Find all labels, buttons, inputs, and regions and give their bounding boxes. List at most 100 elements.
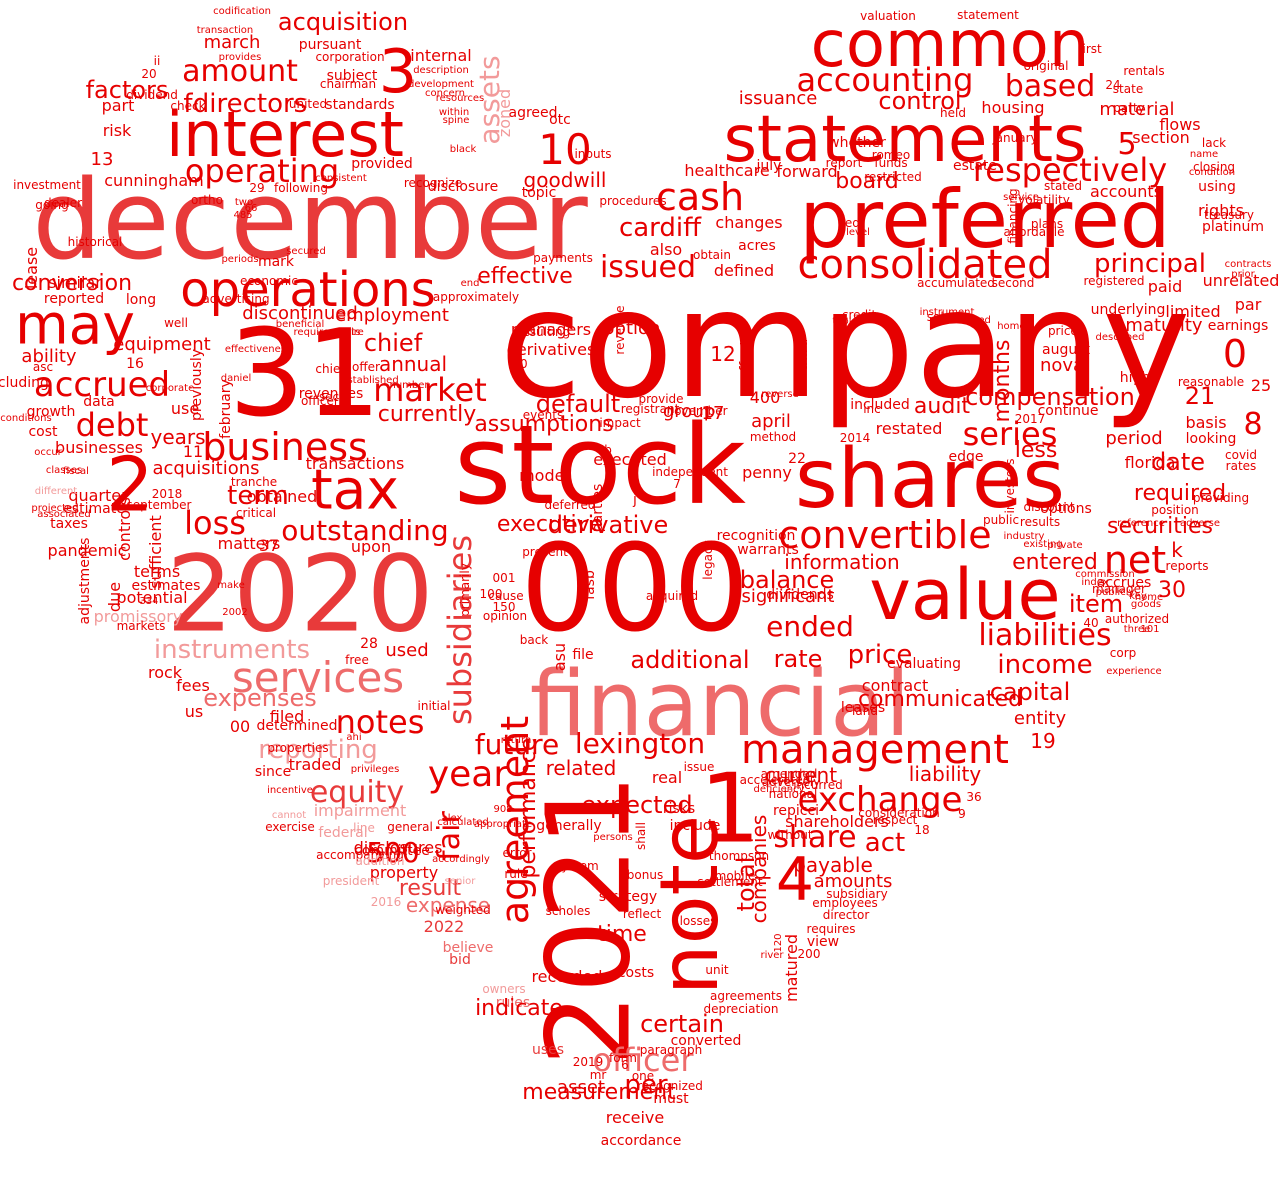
word-cloud-word: 29 — [249, 181, 265, 195]
word-cloud-word: mr — [589, 1068, 607, 1082]
word-cloud-word: months — [990, 339, 1015, 423]
word-cloud-word: return — [500, 735, 532, 746]
word-cloud-word: strategy — [598, 889, 658, 905]
word-cloud-word: mobile — [714, 869, 756, 883]
word-cloud-word: experience — [1106, 666, 1162, 677]
word-cloud-word: 2020 — [166, 533, 434, 656]
word-cloud-word: required — [1133, 481, 1227, 506]
word-cloud-word: depreciation — [703, 1002, 779, 1016]
word-cloud-word: table — [832, 316, 858, 327]
word-cloud-word: estate — [952, 158, 998, 174]
word-cloud-word: directors — [192, 89, 308, 119]
word-cloud-word: receive — [605, 1108, 665, 1127]
word-cloud-word: entered — [1012, 550, 1098, 575]
word-cloud-word: continue — [1037, 403, 1099, 419]
word-cloud-word: interest — [166, 98, 404, 171]
word-cloud-word: deferred — [544, 498, 596, 512]
word-cloud-word: instruments — [153, 635, 311, 665]
word-cloud-word: providing — [1192, 491, 1250, 505]
word-cloud-word: 12 — [710, 342, 736, 366]
word-cloud-word: penny — [742, 463, 792, 482]
word-cloud-word: 25 — [1250, 376, 1272, 395]
word-cloud-word: affordable — [1003, 225, 1065, 239]
word-cloud-word: within — [438, 107, 470, 118]
word-cloud-word: going — [35, 198, 69, 212]
word-cloud-word: july — [756, 158, 782, 174]
word-cloud-word: including — [0, 375, 49, 391]
word-cloud-word: reasonable — [1177, 375, 1245, 389]
word-cloud-word: capital — [989, 678, 1071, 706]
word-cloud-word: historical — [67, 235, 123, 249]
word-cloud-word: paid — [1147, 277, 1183, 296]
word-cloud-word: amount — [182, 54, 298, 89]
word-cloud-word: rate — [773, 645, 823, 673]
word-cloud-word: owners — [482, 982, 526, 996]
word-cloud-word: black — [449, 144, 477, 155]
word-cloud-word: payments — [533, 251, 593, 265]
word-cloud-word: 31 — [228, 305, 382, 444]
word-cloud-word: expense — [405, 893, 491, 917]
word-cloud-word: concern — [425, 88, 465, 99]
word-cloud-word: issuance — [738, 88, 818, 109]
word-cloud-word: derivatives — [506, 340, 596, 359]
word-cloud-word: index — [1081, 577, 1109, 588]
word-cloud-word: changes — [715, 213, 783, 232]
word-cloud-word: dealer — [43, 196, 83, 210]
word-cloud-word: projected — [31, 503, 79, 514]
word-cloud-word: losses — [679, 914, 717, 928]
word-cloud-word: used — [385, 640, 429, 661]
word-cloud-word: markets — [116, 619, 166, 633]
word-cloud-word: looking — [1185, 431, 1237, 447]
word-cloud-word: alex — [441, 813, 463, 824]
word-cloud-word: chief — [315, 362, 345, 376]
word-cloud-word: evaluating — [887, 656, 961, 672]
word-cloud-word: respectively — [972, 151, 1168, 189]
word-cloud-word: scholes — [545, 904, 591, 918]
word-cloud-word: recorded — [531, 967, 603, 986]
word-cloud-word: party — [1113, 101, 1145, 115]
word-cloud-word: prices — [1047, 324, 1085, 338]
word-cloud-word: rule — [504, 867, 528, 881]
word-cloud-word: risks — [662, 801, 696, 817]
word-cloud-word: private — [1047, 540, 1083, 551]
word-cloud-word: certain — [640, 1010, 724, 1038]
word-cloud-word: impact — [599, 416, 641, 430]
word-cloud-word: 2014 — [839, 431, 871, 445]
word-cloud-word: addition — [355, 854, 405, 868]
word-cloud-word: 2019 — [572, 1055, 604, 1069]
word-cloud-word: 13 — [90, 149, 114, 170]
word-cloud-word: recognition — [716, 528, 796, 544]
word-cloud-word: inc — [863, 402, 881, 416]
word-cloud-word: codification — [213, 6, 271, 17]
word-cloud-word: 9 — [958, 807, 966, 821]
word-cloud-word: fasb — [582, 570, 598, 600]
word-cloud-word: first — [1078, 42, 1102, 56]
word-cloud-word: future — [474, 728, 560, 761]
word-cloud-word: nova — [1039, 355, 1085, 376]
word-cloud-word: advertising — [202, 292, 270, 306]
word-cloud-word: november — [666, 404, 728, 418]
word-cloud-word: stated — [1043, 179, 1083, 193]
word-cloud-word: costs — [617, 965, 655, 981]
word-cloud-word: operating — [184, 152, 340, 190]
word-cloud-word: cannot — [271, 810, 307, 821]
word-cloud-word: consolidated — [797, 242, 1053, 288]
word-cloud-word: annual — [378, 352, 448, 376]
word-cloud-word: data — [83, 394, 115, 410]
word-cloud-word: acquisitions — [152, 458, 260, 479]
word-cloud-word: view — [806, 934, 840, 950]
word-cloud-word: long — [125, 292, 157, 308]
word-cloud-word: 7 — [673, 477, 681, 491]
word-cloud-word: corp — [1109, 646, 1137, 660]
word-cloud-word: lexington — [574, 727, 706, 760]
word-cloud-word: price — [847, 640, 913, 670]
word-cloud-word: series — [962, 415, 1058, 453]
word-cloud-word: contract — [861, 676, 929, 695]
word-cloud-word: healthcare — [684, 161, 770, 180]
word-cloud-word: dividends — [766, 587, 834, 603]
word-cloud-word: similar — [48, 273, 102, 292]
word-cloud-word: accounting — [796, 61, 974, 99]
word-cloud-word: control — [878, 87, 962, 115]
word-cloud-word: whether — [828, 135, 886, 151]
word-cloud-word: measurement — [522, 1080, 676, 1105]
